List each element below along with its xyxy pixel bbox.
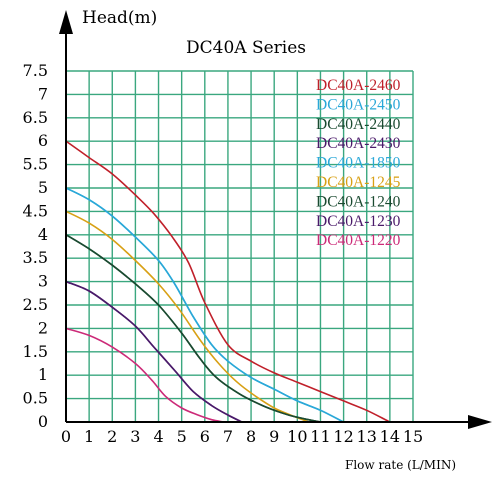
x-tick-label: 13 <box>357 427 377 446</box>
x-tick-label: 12 <box>333 427 353 446</box>
legend-entry: DC40A-1245 <box>316 174 401 191</box>
x-tick-label: 10 <box>287 427 307 446</box>
y-tick-label: 7.5 <box>23 61 48 80</box>
y-tick-label: 3.5 <box>23 248 48 267</box>
y-tick-label: 6 <box>38 131 48 150</box>
series-line <box>66 140 391 422</box>
x-tick-label: 3 <box>130 427 140 446</box>
y-axis-arrow <box>59 10 73 34</box>
y-tick-label: 6.5 <box>23 108 48 127</box>
series-line <box>66 234 321 422</box>
y-tick-label: 4 <box>38 225 48 244</box>
y-tick-label: 7 <box>38 84 48 103</box>
series-line <box>66 280 243 422</box>
y-tick-label: 5 <box>38 178 48 197</box>
axes <box>59 10 492 429</box>
legend-entry: DC40A-1850 <box>316 155 401 172</box>
legend-entry: DC40A-2450 <box>316 96 401 113</box>
x-tick-label: 11 <box>310 427 330 446</box>
legend-entry: DC40A-1240 <box>316 193 401 210</box>
y-tick-label: 2.5 <box>23 295 48 314</box>
x-tick-label: 8 <box>246 427 256 446</box>
x-tick-label: 2 <box>107 427 117 446</box>
y-tick-label: 1 <box>38 365 48 384</box>
legend-entry: DC40A-1220 <box>316 232 401 249</box>
legend-entry: DC40A-2440 <box>316 116 401 133</box>
x-axis-arrow <box>468 415 492 429</box>
y-tick-label: 3 <box>38 272 48 291</box>
y-tick-label: 2 <box>38 318 48 337</box>
y-tick-label: 0.5 <box>23 389 48 408</box>
x-tick-label: 5 <box>177 427 187 446</box>
y-tick-label: 0 <box>38 412 48 431</box>
x-tick-label: 15 <box>403 427 423 446</box>
series-line <box>66 210 310 422</box>
legend-entry: DC40A-2460 <box>316 77 401 94</box>
x-tick-label: 7 <box>223 427 233 446</box>
series-line <box>66 187 344 422</box>
y-axis-label: Head(m) <box>82 8 157 28</box>
curves <box>66 140 391 422</box>
legend-entry: DC40A-2430 <box>316 135 401 152</box>
y-tick-labels: 0 0.5 1 1.5 2 2.5 3 3.5 4 4.5 5 5.5 6 6.5 7 7.5 <box>23 61 48 431</box>
x-tick-label: 1 <box>84 427 94 446</box>
series-line <box>66 327 224 422</box>
x-axis-label: Flow rate (L/MIN) <box>345 458 456 472</box>
grid-lines <box>66 70 414 422</box>
x-tick-label: 0 <box>61 427 71 446</box>
x-tick-label: 9 <box>269 427 279 446</box>
y-tick-label: 5.5 <box>23 155 48 174</box>
x-tick-label: 4 <box>153 427 163 446</box>
x-tick-label: 14 <box>380 427 400 446</box>
y-tick-label: 4.5 <box>23 201 48 220</box>
legend: DC40A-2460 DC40A-2450 DC40A-2440 DC40A-2430… <box>316 77 401 249</box>
x-tick-label: 6 <box>200 427 210 446</box>
chart-title: DC40A Series <box>186 38 306 58</box>
legend-entry: DC40A-1230 <box>316 213 401 230</box>
x-tick-labels: 0 1 2 3 4 5 6 7 8 9 10 11 12 13 14 15 <box>61 427 423 446</box>
y-tick-label: 1.5 <box>23 342 48 361</box>
